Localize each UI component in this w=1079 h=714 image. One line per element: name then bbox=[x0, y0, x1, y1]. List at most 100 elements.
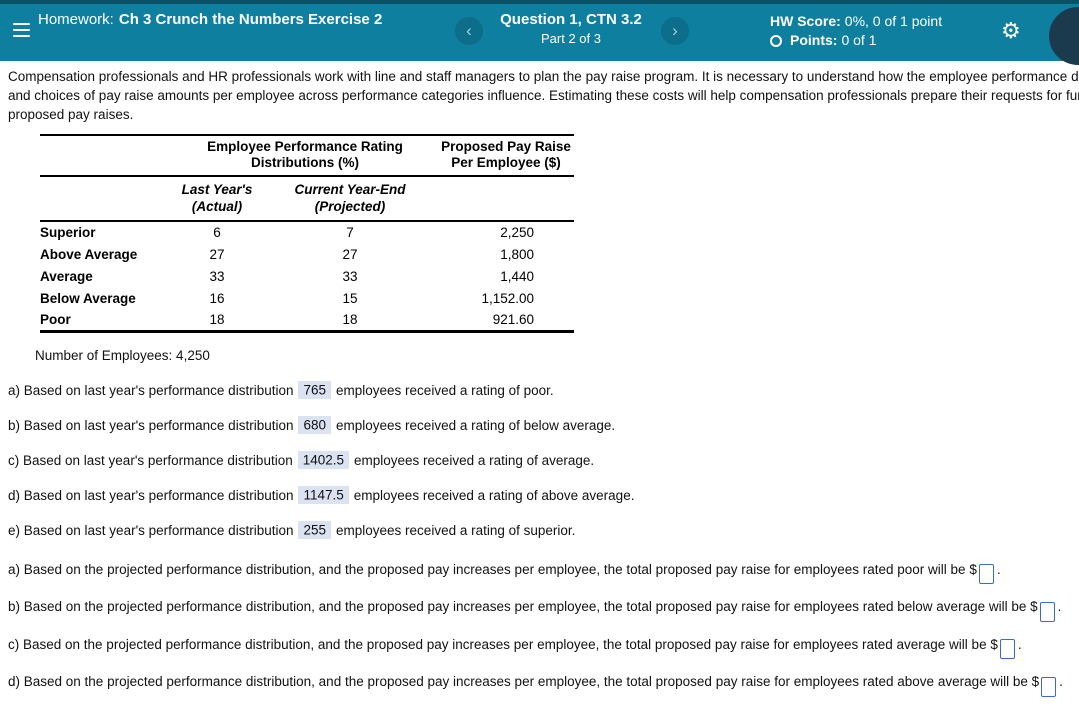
question-line: e) Based on last year's performance dist… bbox=[8, 521, 1079, 539]
question-line: e) Based on the projected performance di… bbox=[8, 708, 1079, 714]
sub-header-last-year: Last Year's (Actual) bbox=[172, 176, 262, 222]
intro-paragraph-line: proposed pay raises. bbox=[8, 107, 134, 122]
header-side-button[interactable] bbox=[1049, 7, 1079, 65]
table-sub-header-row: Last Year's (Actual) Current Year-End (P… bbox=[40, 176, 574, 222]
question-text: d) Based on last year's performance dist… bbox=[8, 487, 294, 503]
menu-bar bbox=[13, 23, 30, 26]
answer-input[interactable] bbox=[999, 639, 1015, 659]
table-row: Below Average 16 15 1,152.00 bbox=[40, 287, 574, 309]
hw-score-value: 0%, 0 of 1 point bbox=[844, 13, 943, 29]
empty-cell bbox=[40, 134, 172, 177]
points-status-icon bbox=[770, 35, 782, 47]
question-line: c) Based on the projected performance di… bbox=[8, 633, 1079, 659]
employee-count-note: Number of Employees: 4,250 bbox=[35, 347, 210, 363]
rating-label: Average bbox=[40, 268, 93, 284]
intro-paragraph-line: Compensation professionals and HR profes… bbox=[8, 69, 1079, 84]
question-line: a) Based on the projected performance di… bbox=[8, 558, 1079, 584]
gear-icon[interactable]: ⚙ bbox=[1001, 18, 1021, 43]
table-row: Average 33 33 1,440 bbox=[40, 265, 574, 287]
question-title: Question 1, CTN 3.2 bbox=[500, 11, 642, 28]
raise-value: 1,440 bbox=[500, 268, 534, 284]
question-content: Compensation professionals and HR profes… bbox=[0, 61, 1079, 714]
question-text: . bbox=[1019, 712, 1023, 714]
question-text: employees received a rating of superior. bbox=[336, 522, 576, 538]
points-label: Points: bbox=[790, 32, 838, 48]
question-line: c) Based on last year's performance dist… bbox=[8, 451, 1079, 469]
question-text: a) Based on last year's performance dist… bbox=[8, 382, 294, 398]
question-line: d) Based on the projected performance di… bbox=[8, 670, 1079, 697]
menu-bar bbox=[13, 28, 30, 32]
score-block: HW Score: 0%, 0 of 1 point Points: 0 of 1 bbox=[770, 12, 942, 50]
question-text: b) Based on the projected performance di… bbox=[8, 599, 1038, 614]
empty-cell bbox=[438, 176, 574, 222]
rating-label: Above Average bbox=[40, 246, 138, 262]
assignment-name: Ch 3 Crunch the Numbers Exercise 2 bbox=[118, 11, 383, 28]
question-text: employees received a rating of poor. bbox=[336, 382, 554, 398]
question-line: d) Based on last year's performance dist… bbox=[8, 486, 1079, 504]
chevron-right-icon: › bbox=[672, 21, 678, 40]
points-line: Points: 0 of 1 bbox=[770, 31, 942, 50]
last-year-value: 18 bbox=[172, 309, 262, 333]
current-year-value: 33 bbox=[342, 268, 358, 284]
rating-label: Below Average bbox=[40, 290, 136, 306]
projected-questions: a) Based on the projected performance di… bbox=[8, 558, 1079, 714]
table-row: Superior 6 7 2,250 bbox=[40, 221, 574, 243]
group-header-distributions: Employee Performance Rating Distribution… bbox=[172, 134, 438, 177]
question-text: e) Based on the projected performance di… bbox=[8, 712, 999, 714]
top-bar: Homework: Ch 3 Crunch the Numbers Exercis… bbox=[0, 0, 1079, 65]
group-header-pay-raise: Proposed Pay Raise Per Employee ($) bbox=[438, 134, 574, 177]
last-year-questions: a) Based on last year's performance dist… bbox=[8, 381, 1079, 539]
assignment-type-label: Homework: bbox=[38, 11, 114, 28]
current-year-value: 7 bbox=[346, 225, 354, 240]
current-year-value: 15 bbox=[342, 290, 358, 306]
raise-value: 2,250 bbox=[500, 225, 534, 240]
question-text: a) Based on the projected performance di… bbox=[8, 561, 977, 577]
answer-input[interactable] bbox=[1041, 676, 1057, 697]
assignment-title: Homework: Ch 3 Crunch the Numbers Exercis… bbox=[38, 10, 382, 29]
rating-label: Superior bbox=[40, 225, 96, 240]
filled-answer-field[interactable]: 1402.5 bbox=[297, 451, 350, 469]
current-year-value: 27 bbox=[342, 246, 358, 262]
answer-input[interactable] bbox=[1039, 601, 1055, 622]
hw-score-line: HW Score: 0%, 0 of 1 point bbox=[770, 12, 942, 31]
question-text: employees received a rating of below ave… bbox=[336, 417, 616, 433]
table-row: Above Average 27 27 1,800 bbox=[40, 243, 574, 265]
chevron-left-icon: ‹ bbox=[466, 21, 472, 40]
last-year-value: 16 bbox=[209, 290, 225, 306]
question-text: employees received a rating of above ave… bbox=[353, 487, 635, 503]
question-header: Question 1, CTN 3.2 Part 2 of 3 bbox=[470, 11, 672, 47]
filled-answer-field[interactable]: 680 bbox=[298, 416, 332, 434]
sub-header-current-year: Current Year-End (Projected) bbox=[262, 176, 438, 222]
question-text: b) Based on last year's performance dist… bbox=[8, 417, 294, 433]
next-question-button[interactable]: › bbox=[661, 17, 689, 45]
filled-answer-field[interactable]: 765 bbox=[298, 381, 332, 399]
last-year-value: 33 bbox=[209, 268, 225, 284]
question-text: e) Based on last year's performance dist… bbox=[8, 522, 294, 538]
question-text: . bbox=[1057, 599, 1062, 614]
rating-label: Poor bbox=[40, 309, 172, 333]
raise-value: 921.60 bbox=[438, 309, 574, 333]
question-text: employees received a rating of average. bbox=[354, 452, 595, 468]
menu-icon[interactable] bbox=[13, 23, 31, 38]
raise-value: 1,800 bbox=[500, 246, 534, 262]
last-year-value: 6 bbox=[213, 225, 221, 240]
question-line: a) Based on last year's performance dist… bbox=[8, 381, 1079, 399]
question-part-indicator: Part 2 of 3 bbox=[541, 31, 601, 46]
table-group-header-row: Employee Performance Rating Distribution… bbox=[40, 134, 574, 177]
answer-input[interactable] bbox=[978, 564, 994, 584]
question-text: . bbox=[1017, 636, 1022, 652]
question-text: . bbox=[1059, 674, 1063, 689]
table-row: Poor 18 18 921.60 bbox=[40, 309, 574, 333]
points-value: 0 of 1 bbox=[841, 32, 877, 48]
intro-paragraph-line: and choices of pay raise amounts per emp… bbox=[8, 88, 1079, 103]
previous-question-button[interactable]: ‹ bbox=[455, 17, 483, 45]
empty-cell bbox=[40, 176, 172, 222]
performance-table: Employee Performance Rating Distribution… bbox=[40, 134, 574, 333]
current-year-value: 18 bbox=[262, 309, 438, 333]
filled-answer-field[interactable]: 255 bbox=[298, 521, 332, 539]
raise-value: 1,152.00 bbox=[481, 290, 534, 306]
filled-answer-field[interactable]: 1147.5 bbox=[298, 486, 349, 504]
last-year-value: 27 bbox=[209, 246, 225, 262]
question-text: c) Based on the projected performance di… bbox=[8, 636, 998, 652]
question-text: d) Based on the projected performance di… bbox=[8, 674, 1040, 689]
